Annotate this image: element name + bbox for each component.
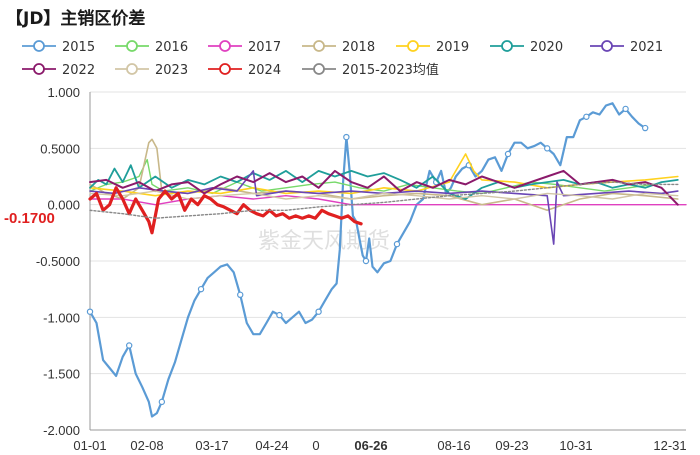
legend-marker bbox=[501, 40, 513, 52]
y-tick-label: 1.000 bbox=[47, 85, 80, 100]
data-point bbox=[393, 240, 401, 248]
legend-item-2015-2023均值: 2015-2023均值 bbox=[302, 62, 439, 78]
y-tick-label: -1.000 bbox=[43, 310, 80, 325]
x-tick-label: 09-23 bbox=[495, 438, 528, 453]
data-point bbox=[583, 113, 590, 120]
legend-item-2017: 2017 bbox=[208, 40, 281, 55]
data-point bbox=[504, 150, 512, 158]
legend-item-2015: 2015 bbox=[22, 40, 95, 55]
chart-title: 【JD】主销区价差 bbox=[6, 8, 145, 29]
x-tick-label: 03-17 bbox=[195, 438, 228, 453]
legend-label: 2020 bbox=[530, 40, 563, 55]
legend-label: 2015 bbox=[62, 40, 95, 55]
x-tick-label: 10-31 bbox=[559, 438, 592, 453]
legend-marker bbox=[407, 40, 419, 52]
data-point bbox=[362, 257, 370, 265]
y-tick-label: 0.000 bbox=[47, 198, 80, 213]
legend-label: 2016 bbox=[155, 40, 188, 55]
y-tick-label: -2.000 bbox=[43, 423, 80, 438]
legend-item-2024: 2024 bbox=[208, 63, 281, 78]
series-line-2016 bbox=[89, 158, 654, 195]
legend-label: 2015-2023均值 bbox=[342, 62, 439, 78]
y-tick-label: -1.500 bbox=[43, 367, 80, 382]
legend-item-2019: 2019 bbox=[396, 40, 469, 55]
legend-label: 2022 bbox=[62, 63, 95, 78]
legend-label: 2021 bbox=[630, 40, 663, 55]
legend-marker bbox=[313, 63, 325, 75]
data-point bbox=[197, 285, 205, 293]
data-point bbox=[343, 133, 350, 141]
data-point bbox=[125, 342, 133, 349]
data-point bbox=[622, 105, 629, 113]
legend-label: 2023 bbox=[155, 63, 188, 78]
legend-item-2020: 2020 bbox=[490, 40, 563, 55]
x-tick-label: 06-26 bbox=[354, 438, 387, 453]
legend-marker bbox=[126, 63, 138, 75]
legend-label: 2017 bbox=[248, 40, 281, 55]
data-point bbox=[315, 308, 322, 315]
legend-marker bbox=[33, 40, 45, 52]
series-line-2018 bbox=[89, 138, 679, 212]
legend-label: 2018 bbox=[342, 40, 375, 55]
legend-marker bbox=[601, 40, 613, 52]
legend-item-2021: 2021 bbox=[590, 40, 663, 55]
legend-marker bbox=[33, 63, 45, 75]
data-point bbox=[86, 308, 94, 315]
legend-label: 2024 bbox=[248, 63, 281, 78]
series-layer bbox=[86, 102, 687, 418]
legend-marker bbox=[219, 40, 231, 52]
x-tick-label: 02-08 bbox=[130, 438, 163, 453]
legend-item-2023: 2023 bbox=[115, 63, 188, 78]
data-point bbox=[158, 398, 166, 406]
series-line-2023 bbox=[89, 190, 679, 200]
y-tick-label: 0.5000 bbox=[40, 141, 80, 156]
legend: 2015 2016 2017 2018 2019 2020 2021 2022 2023 2024… bbox=[22, 40, 663, 78]
legend-item-2022: 2022 bbox=[22, 63, 95, 78]
current-value-label: -0.1700 bbox=[4, 210, 55, 227]
legend-item-2016: 2016 bbox=[115, 40, 188, 55]
x-tick-label: 04-24 bbox=[255, 438, 288, 453]
legend-marker bbox=[219, 63, 231, 75]
x-tick-label: 0 bbox=[312, 438, 319, 453]
x-tick-label: 08-16 bbox=[437, 438, 470, 453]
series-line-2015 bbox=[88, 102, 647, 418]
data-point bbox=[641, 124, 649, 132]
data-point bbox=[544, 145, 551, 152]
series-line-2024 bbox=[88, 186, 363, 235]
series-line-2015-2023均值 bbox=[89, 181, 679, 219]
legend-item-2018: 2018 bbox=[302, 40, 375, 55]
data-point bbox=[237, 291, 244, 298]
x-tick-label: 01-01 bbox=[73, 438, 106, 453]
x-tick-label: 12-31 bbox=[653, 438, 686, 453]
y-tick-label: -0.5000 bbox=[36, 254, 80, 269]
legend-marker bbox=[126, 40, 138, 52]
series-line-2020 bbox=[89, 164, 679, 200]
data-point bbox=[276, 311, 283, 319]
legend-marker bbox=[313, 40, 325, 52]
legend-label: 2019 bbox=[436, 40, 469, 55]
axes: 1.000 0.5000 0.000 -0.5000 -1.000 -1.500 -2.00… bbox=[36, 85, 687, 453]
